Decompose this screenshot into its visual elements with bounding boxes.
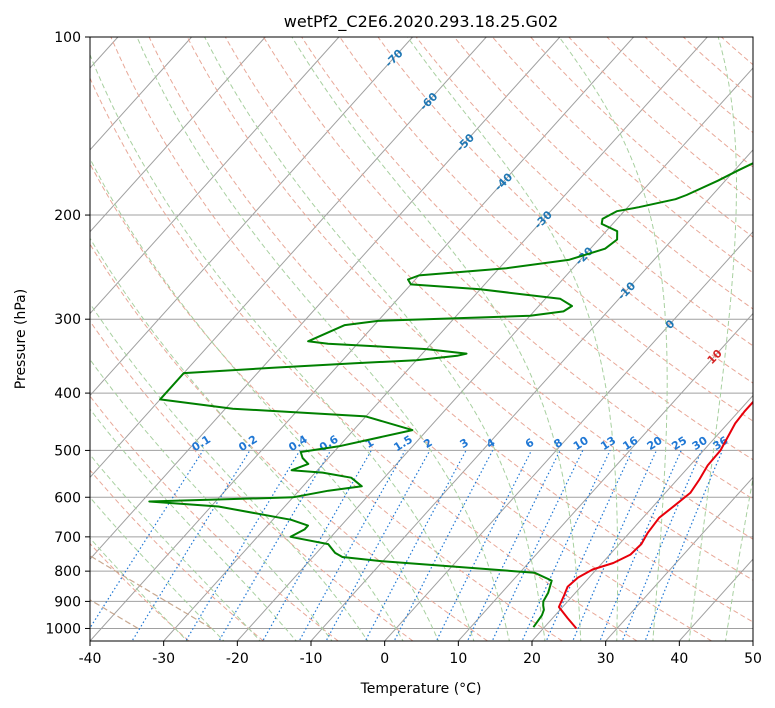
y-tick-label: 900	[54, 594, 81, 610]
y-tick-label: 1000	[45, 621, 81, 637]
isotherm-line	[163, 37, 708, 641]
isotherm-line	[90, 37, 634, 641]
y-tick-label: 300	[54, 312, 81, 328]
theta-e-curve	[90, 555, 213, 630]
temperature-profile	[557, 400, 753, 630]
theta-e-curves	[90, 555, 213, 630]
dry-adiabat	[415, 37, 753, 347]
isotherm-line	[384, 231, 753, 641]
isotherm-line	[605, 476, 753, 641]
moist-adiabat	[291, 37, 582, 641]
isotherm-line	[531, 394, 753, 641]
moist-adiabat	[90, 453, 261, 641]
x-tick-label: -40	[79, 651, 102, 667]
moist-adiabat	[136, 37, 510, 641]
moist-adiabat	[688, 37, 737, 641]
plot-frame	[89, 36, 754, 642]
dry-adiabat	[530, 37, 753, 238]
dry-adiabat	[90, 243, 488, 641]
dry-adiabat	[90, 320, 414, 641]
moist-adiabat	[90, 302, 369, 641]
x-tick-label: 20	[523, 651, 541, 667]
y-tick-label: 700	[54, 530, 81, 546]
x-tick-label: -20	[226, 651, 249, 667]
y-tick-label: 100	[54, 30, 81, 46]
mixing-ratio-line	[364, 450, 467, 641]
y-tick-label: 600	[54, 490, 81, 506]
isotherm-grid	[90, 37, 753, 641]
isotherm-line	[90, 37, 192, 151]
chart-title: wetPf2_C2E6.2020.293.18.25.G02	[284, 12, 558, 32]
dry-adiabat	[606, 37, 753, 168]
dry-adiabat	[339, 37, 753, 422]
isotherm-line	[90, 37, 413, 397]
mixing-ratio-line	[90, 450, 204, 630]
dewpoint-profile	[148, 162, 753, 628]
x-axis: -40 -30 -20 -10 0 10 20 30 40 50	[79, 641, 762, 667]
dry-adiabat	[453, 37, 753, 310]
isotherm-line	[90, 37, 487, 479]
isotherm-line	[90, 37, 561, 560]
moist-adiabat	[725, 476, 753, 641]
isotherm-label: 20	[750, 378, 770, 398]
mixing-ratio-line	[599, 450, 682, 641]
mixing-ratio-line	[644, 450, 723, 641]
mixing-ratio-line	[131, 450, 251, 641]
isotherm-line	[236, 67, 753, 641]
moist-adiabat	[90, 53, 475, 641]
dry-adiabat	[224, 37, 753, 540]
dry-adiabat	[148, 37, 753, 623]
moist-adiabat	[90, 496, 225, 641]
sounding-profiles	[148, 162, 753, 630]
x-tick-label: -10	[300, 651, 323, 667]
moist-adiabat	[90, 408, 297, 641]
dry-adiabat	[377, 37, 753, 384]
mixing-ratio-line	[466, 450, 561, 641]
isotherm-line	[457, 312, 753, 641]
mixing-ratio-line	[325, 450, 431, 641]
dry-adiabat	[263, 37, 753, 500]
dry-adiabat	[90, 395, 339, 641]
x-tick-label: 0	[380, 651, 389, 667]
x-tick-label: -30	[152, 651, 175, 667]
x-tick-label: 10	[449, 651, 467, 667]
moist-adiabat	[90, 237, 404, 641]
y-tick-label: 200	[54, 208, 81, 224]
y-axis: 100 200 300 400 500 600 700 800 900 1000	[45, 30, 90, 637]
dry-adiabat	[110, 37, 712, 641]
y-tick-label: 500	[54, 443, 81, 459]
dry-adiabat	[186, 37, 753, 581]
x-tick-label: 50	[744, 651, 762, 667]
isotherm-line	[90, 37, 266, 233]
moist-adiabat	[90, 537, 189, 641]
mixing-ratio-line	[491, 450, 584, 641]
x-tick-label: 30	[597, 651, 615, 667]
x-axis-label: Temperature (°C)	[360, 681, 482, 697]
moist-adiabat	[204, 37, 546, 641]
isotherm-line	[90, 37, 340, 315]
y-axis-label: Pressure (hPa)	[13, 289, 29, 389]
dry-adiabat	[90, 76, 638, 641]
mixing-ratio-line	[621, 450, 703, 641]
dry-adiabat	[301, 37, 753, 461]
x-tick-label: 40	[670, 651, 688, 667]
y-tick-label: 400	[54, 386, 81, 402]
moist-adiabat	[406, 37, 619, 641]
y-tick-label: 800	[54, 564, 81, 580]
moist-adiabat	[558, 37, 668, 641]
